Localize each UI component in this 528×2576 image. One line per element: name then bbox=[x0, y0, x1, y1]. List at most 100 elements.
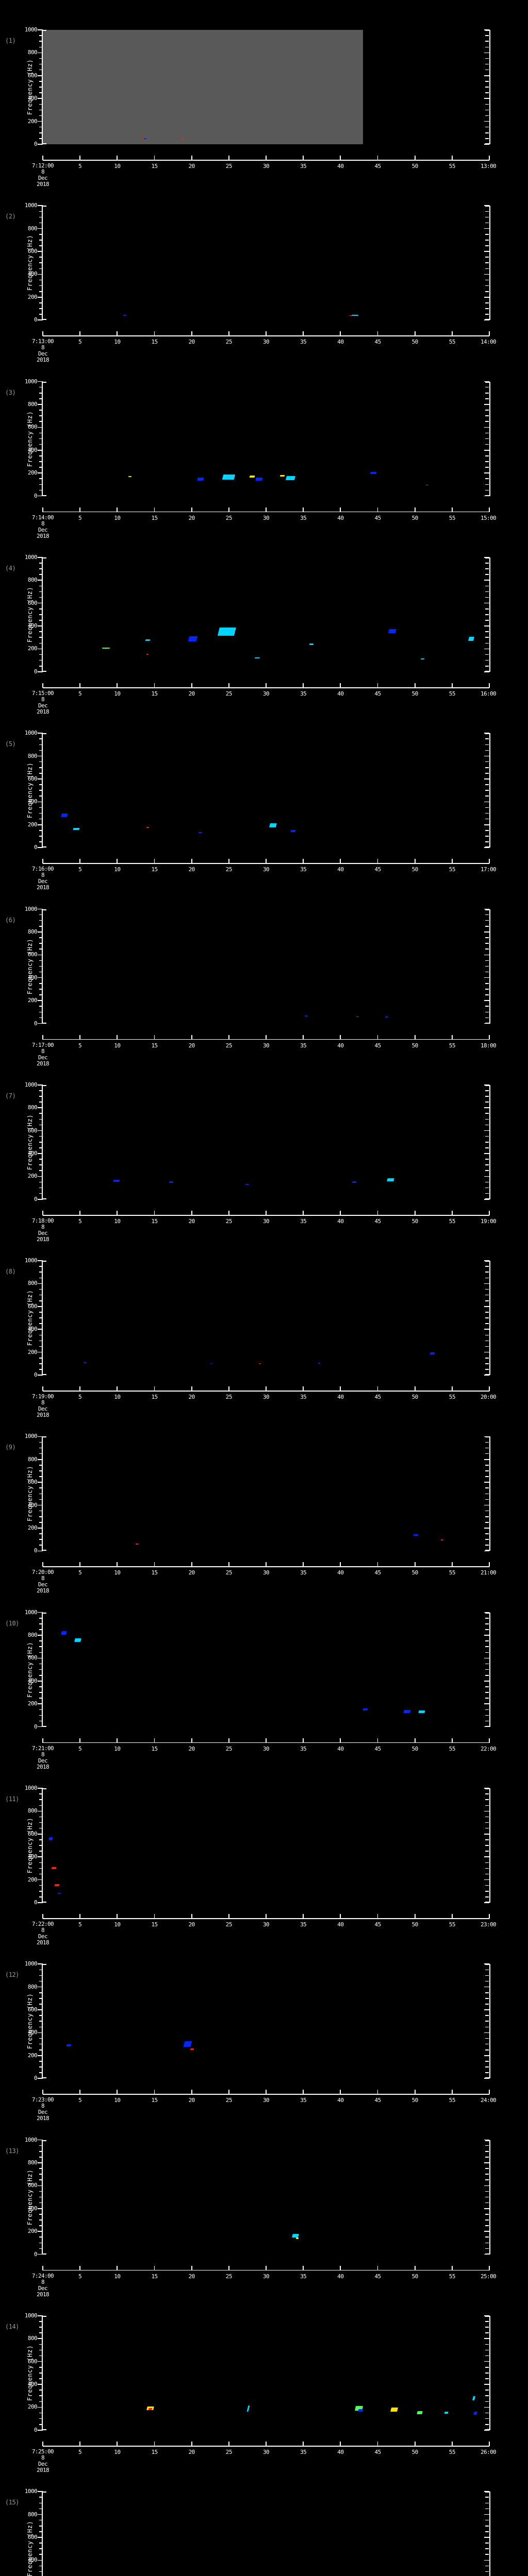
x-tick bbox=[154, 1210, 155, 1215]
y-tick-minor-right bbox=[485, 738, 489, 740]
y-axis-right-spine bbox=[489, 2315, 490, 2430]
y-tick-minor bbox=[39, 109, 43, 111]
y-tick-label: 400 bbox=[27, 1501, 38, 1509]
x-tick-label: 20 bbox=[188, 1042, 195, 1049]
y-tick-minor bbox=[39, 279, 43, 281]
y-tick-minor bbox=[39, 69, 43, 71]
y-tick-minor-right bbox=[485, 138, 489, 139]
x-tick-label: 5 bbox=[78, 1042, 82, 1049]
y-tick-minor bbox=[39, 291, 43, 292]
y-tick-minor bbox=[39, 1294, 43, 1296]
x-tick-label: 20 bbox=[188, 690, 195, 697]
x-tick-label: 10 bbox=[114, 1042, 121, 1049]
y-axis-title: Frequency (Hz) bbox=[26, 1993, 34, 2049]
x-tick-label: 50 bbox=[411, 163, 419, 170]
spine-cap bbox=[42, 2253, 46, 2255]
x-tick-label: 55 bbox=[449, 514, 456, 521]
y-tick-label: 1000 bbox=[24, 730, 38, 737]
y-axis-title: Frequency (Hz) bbox=[26, 1114, 34, 1170]
y-tick-major bbox=[38, 1260, 43, 1261]
x-tick bbox=[489, 507, 490, 512]
x-axis-date-year: 2018 bbox=[36, 1939, 50, 1946]
x-tick bbox=[377, 507, 378, 512]
detection-contour bbox=[102, 647, 110, 649]
x-axis-end-label: 16:00 bbox=[480, 690, 497, 697]
x-tick bbox=[117, 1035, 118, 1040]
y-tick-minor-right bbox=[485, 467, 489, 468]
x-tick-label: 30 bbox=[262, 2448, 270, 2455]
x-tick-label: 50 bbox=[411, 866, 419, 873]
y-tick-label: 0 bbox=[34, 1899, 38, 1906]
y-tick-minor-right bbox=[485, 386, 489, 388]
y-tick-minor bbox=[39, 104, 43, 105]
y-tick-minor-right bbox=[485, 109, 489, 111]
y-tick-major-right bbox=[484, 1810, 489, 1812]
detection-contour bbox=[210, 1363, 213, 1364]
x-tick-label: 40 bbox=[337, 338, 344, 346]
y-tick-minor-right bbox=[485, 41, 489, 42]
y-tick-minor bbox=[39, 2202, 43, 2204]
x-axis-date-year: 2018 bbox=[36, 708, 50, 715]
y-tick-label: 1000 bbox=[24, 905, 38, 912]
y-tick-minor-right bbox=[485, 818, 489, 820]
x-tick bbox=[154, 2265, 155, 2270]
detection-contour bbox=[370, 471, 377, 474]
plot-area bbox=[43, 1612, 489, 1727]
y-tick-minor-right bbox=[485, 585, 489, 587]
panel-number-label: (12) bbox=[5, 1971, 19, 1979]
y-tick-label: 800 bbox=[27, 752, 38, 759]
y-tick-minor-right bbox=[485, 1096, 489, 1097]
x-tick-label: 15 bbox=[151, 1042, 158, 1049]
y-tick-minor-right bbox=[485, 1805, 489, 1806]
y-axis-right-spine bbox=[489, 909, 490, 1024]
y-tick-minor-right bbox=[485, 1294, 489, 1296]
spine-cap bbox=[485, 1788, 490, 1789]
x-tick bbox=[303, 156, 304, 160]
y-tick-minor-right bbox=[485, 1862, 489, 1863]
spine-cap bbox=[42, 1612, 46, 1614]
y-axis-right-spine bbox=[489, 733, 490, 848]
detection-contour bbox=[48, 1837, 53, 1840]
y-tick-minor-right bbox=[485, 1652, 489, 1653]
x-tick bbox=[266, 507, 267, 512]
y-tick-label: 1000 bbox=[24, 1608, 38, 1616]
y-axis-right-spine bbox=[489, 30, 490, 144]
x-axis-date-day: 8 bbox=[41, 520, 45, 527]
y-tick-major-right bbox=[484, 2406, 489, 2408]
x-tick-label: 10 bbox=[114, 2273, 121, 2280]
y-tick-minor bbox=[39, 92, 43, 93]
x-tick bbox=[414, 507, 416, 512]
y-tick-minor bbox=[39, 1674, 43, 1676]
y-tick-label: 0 bbox=[34, 2426, 38, 2433]
y-tick-label: 600 bbox=[27, 599, 38, 606]
y-tick-minor-right bbox=[485, 994, 489, 995]
y-tick-minor-right bbox=[485, 937, 489, 938]
x-tick-label: 5 bbox=[78, 1569, 82, 1577]
detection-contour bbox=[255, 657, 260, 659]
y-tick-minor bbox=[39, 41, 43, 42]
y-tick-major-right bbox=[484, 1504, 489, 1506]
x-axis-date-year: 2018 bbox=[36, 357, 50, 364]
y-tick-minor-right bbox=[485, 563, 489, 564]
y-tick-minor bbox=[39, 994, 43, 995]
x-tick bbox=[340, 2265, 341, 2270]
y-tick-minor bbox=[39, 2061, 43, 2062]
x-tick-label: 30 bbox=[262, 1394, 270, 1401]
y-tick-minor-right bbox=[485, 1896, 489, 1897]
y-tick-label: 200 bbox=[27, 1173, 38, 1180]
y-tick-label: 1000 bbox=[24, 1785, 38, 1791]
spine-cap bbox=[42, 1198, 46, 1199]
y-tick-minor-right bbox=[485, 614, 489, 615]
y-tick-minor bbox=[39, 233, 43, 235]
y-tick-major bbox=[38, 1198, 43, 1200]
detection-contour bbox=[387, 1178, 394, 1181]
spine-cap bbox=[42, 1436, 46, 1438]
y-tick-minor-right bbox=[485, 1674, 489, 1676]
x-tick-label: 5 bbox=[78, 1394, 82, 1401]
y-tick-minor bbox=[39, 1975, 43, 1976]
x-tick bbox=[42, 331, 43, 336]
detection-contour bbox=[183, 2041, 193, 2047]
y-tick-minor-right bbox=[485, 620, 489, 621]
y-tick-minor-right bbox=[485, 257, 489, 258]
y-tick-minor bbox=[39, 1334, 43, 1336]
